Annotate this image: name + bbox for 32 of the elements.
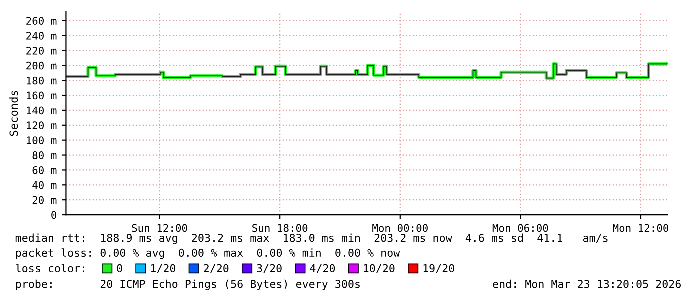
legend-label: 2/20 (204, 264, 229, 274)
x-tick-label: Sun 18:00 (252, 224, 308, 232)
y-tick-label: 0 (52, 211, 57, 220)
y-tick-label: 20 m (32, 196, 57, 204)
y-tick-label: 100 m (27, 136, 57, 144)
legend-label: 1/20 (151, 264, 176, 274)
y-tick-label: 40 m (32, 181, 57, 190)
legend-label: 0 (117, 264, 122, 273)
x-tick-label: Mon 00:00 (372, 224, 428, 232)
y-tick-label: 80 m (32, 152, 57, 160)
y-axis-title: Seconds (10, 91, 18, 136)
legend-label: 10/20 (364, 264, 395, 274)
y-tick-label: 160 m (27, 92, 57, 100)
x-tick-label: Mon 06:00 (492, 224, 548, 232)
text: packet loss: 0.00 % avg 0.00 % max 0.00 % min 0.00 % now (16, 248, 400, 260)
x-tick-label: Sun 12:00 (132, 224, 188, 232)
y-tick-label: 140 m (27, 106, 57, 115)
y-tick-label: 200 m (26, 62, 57, 70)
y-tick-label: 180 m (27, 76, 57, 85)
x-tick-label: Mon 12:00 (613, 224, 669, 232)
legend-title: loss color: (16, 264, 84, 273)
text: probe: 20 ICMP Echo Pings (56 Bytes) every 300s (16, 280, 360, 290)
legend-label: 19/20 (424, 264, 454, 274)
y-tick-label: 120 m (27, 122, 57, 130)
text: end: Mon Mar 23 13:20:05 2026 (493, 280, 681, 288)
legend-label: 3/20 (257, 264, 282, 274)
text: median rtt: 188.9 ms avg 203.2 ms max 183.0 ms min 203.2 ms now 4.6 ms sd 41.1 am/s (16, 234, 608, 244)
y-tick-label: 220 m (26, 46, 57, 55)
legend-label: 4/20 (310, 264, 336, 274)
y-tick-label: 60 m (32, 166, 57, 174)
y-tick-label: 260 m (26, 17, 57, 25)
y-tick-label: 240 m (26, 32, 57, 40)
